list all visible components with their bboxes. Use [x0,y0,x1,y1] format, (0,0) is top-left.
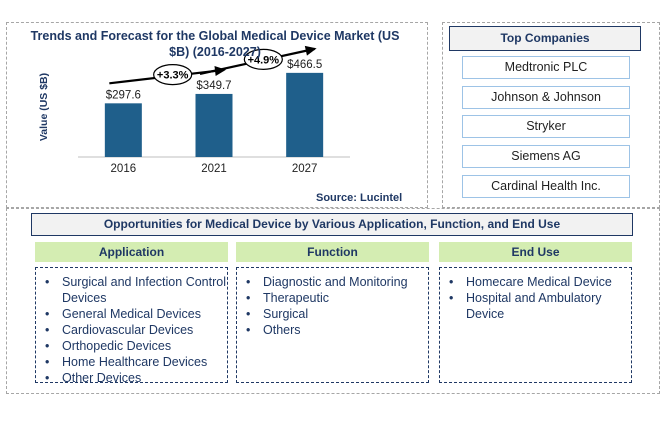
top-companies-title: Top Companies [449,26,641,51]
end-use-header: End Use [439,242,632,262]
list-item: • Orthopedic Devices [45,339,172,353]
list-item: • Other Devices [45,371,142,385]
bar [104,103,142,157]
list-item: • Homecare Medical Device [449,275,612,289]
arrow-head [214,66,226,76]
application-list: • Surgical and Infection Control Devices … [36,268,227,386]
list-item: • Cardiovascular Devices [45,323,194,337]
top-companies-frame [442,22,660,208]
bar-chart: Value (US $B) $297.6 2016 $349.7 2021 $466.5 2… [38,45,350,175]
list-item: • Others [246,323,301,337]
chart-area: Value (US $B) $297.6 2016 $349.7 2021 $466.5 2… [0,0,440,212]
list-item: • Hospital and Ambulatory Device [449,291,602,321]
growth-label: +4.9% [248,54,280,66]
list-item: • Diagnostic and Monitoring [246,275,408,289]
data-label: $297.6 [106,89,141,101]
arrow-head [304,45,317,56]
end-use-list: • Homecare Medical Device • Hospital and A… [440,268,631,322]
bar [286,72,324,157]
company-item: Stryker [462,115,630,138]
function-header: Function [236,242,429,262]
company-item: Medtronic PLC [462,56,630,79]
company-item: Johnson & Johnson [462,86,630,109]
x-tick-label: 2016 [111,163,137,175]
application-list-box: • Surgical and Infection Control Devices … [35,267,228,386]
growth-badge [243,48,283,70]
growth-badge [153,64,193,86]
source-label: Source: Lucintel [316,192,403,204]
growth-label: +3.3% [157,70,189,82]
data-label: $349.7 [196,80,231,92]
opportunities-frame [6,208,660,394]
list-item: • Therapeutic [246,291,330,305]
company-item: Cardinal Health Inc. [462,175,630,198]
function-list: • Diagnostic and Monitoring • Therapeutic … [237,268,428,338]
list-item: • Home Healthcare Devices [45,355,208,369]
chart-title: Trends and Forecast for the Global Medic… [30,29,400,59]
list-item: • Surgical and Infection Control Devices [45,275,226,305]
application-header: Application [35,242,228,262]
list-item: • Surgical [246,307,309,321]
chart-frame [6,22,428,208]
x-tick-label: 2027 [292,163,318,175]
bar [195,93,233,157]
end-use-list-box: • Homecare Medical Device • Hospital and A… [439,267,632,383]
y-axis-label: Value (US $B) [38,73,50,141]
company-item: Siemens AG [462,145,630,168]
x-tick-label: 2021 [201,163,227,175]
data-label: $466.5 [287,59,322,71]
list-item: • General Medical Devices [45,307,201,321]
function-list-box: • Diagnostic and Monitoring • Therapeutic … [236,267,429,383]
opportunities-title: Opportunities for Medical Device by Vari… [31,213,633,236]
